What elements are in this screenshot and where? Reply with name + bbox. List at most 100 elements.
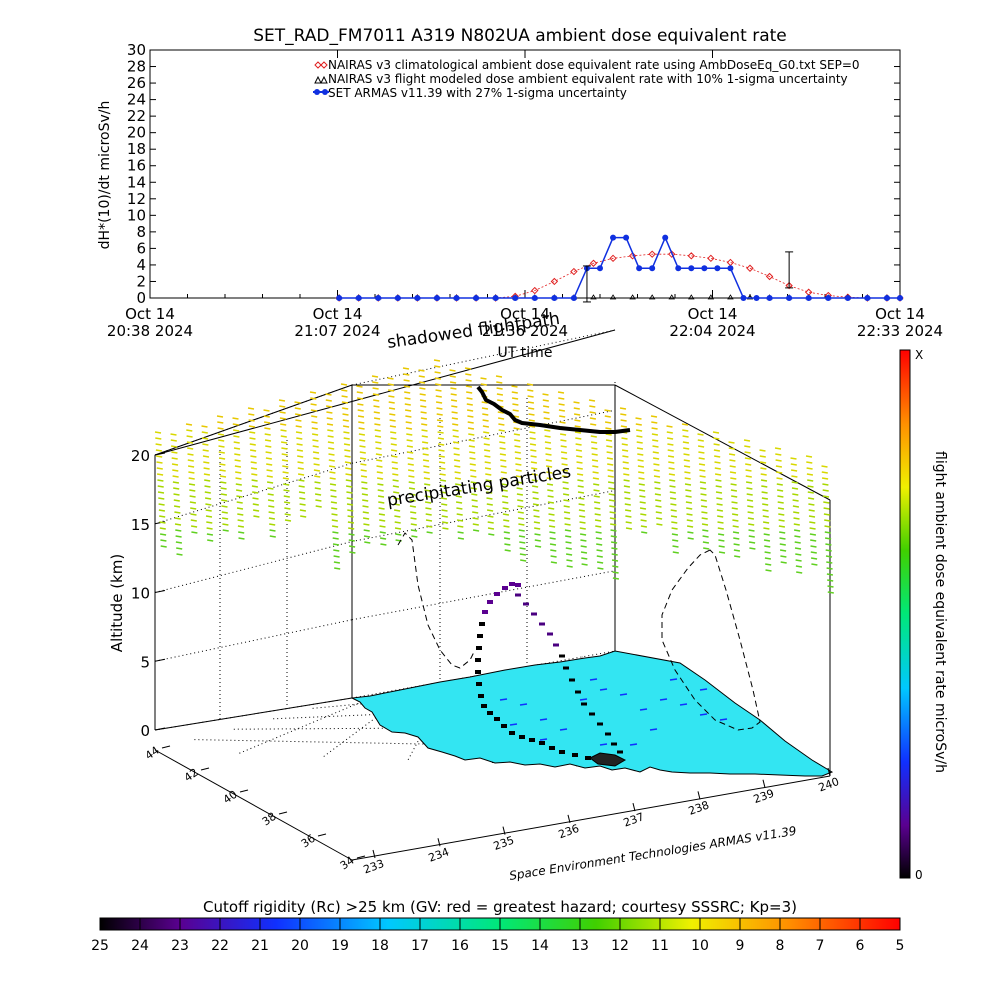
particle-dash [269, 535, 276, 538]
particle-dash [363, 529, 370, 532]
particle-dash [624, 509, 632, 512]
particle-dash [682, 441, 690, 444]
particle-dash [718, 551, 726, 554]
particle-dash [579, 515, 586, 518]
particle-dash [776, 483, 783, 486]
particle-dash [652, 439, 659, 442]
lon-tick-label: 235 [492, 834, 516, 853]
particle-dash [187, 447, 194, 450]
particle-dash [267, 487, 274, 490]
particle-dash [530, 455, 537, 458]
particle-dash [249, 437, 256, 440]
particle-dash [298, 479, 305, 482]
particle-dash [373, 411, 380, 414]
y-tick-label: 14 [127, 173, 146, 191]
y-tick-label: 12 [127, 190, 146, 208]
particle-dash [410, 511, 417, 514]
particle-dash [528, 419, 535, 422]
particle-dash [282, 477, 290, 480]
particle-dash [391, 467, 399, 470]
particle-dash [503, 537, 511, 540]
particle-dash [637, 459, 644, 462]
data-point-armas [531, 295, 538, 301]
particle-dash [300, 515, 307, 518]
particle-dash [235, 477, 242, 480]
particle-dash [671, 521, 678, 524]
particle-dash [746, 493, 753, 496]
particle-dash [171, 451, 178, 454]
altitude-tick-label: 20 [131, 447, 150, 465]
particle-dash [635, 429, 643, 432]
particle-dash [220, 487, 227, 490]
particle-dash [515, 469, 522, 472]
flight-track-point [572, 753, 578, 757]
particle-dash [441, 515, 448, 518]
particle-dash [685, 495, 692, 498]
particle-dash [516, 481, 523, 484]
particle-dash [359, 445, 366, 448]
particle-dash [345, 485, 353, 488]
particle-dash [436, 407, 443, 410]
particle-dash [499, 453, 507, 456]
particle-dash [778, 519, 785, 522]
particle-dash [331, 507, 338, 510]
particle-dash [794, 535, 801, 538]
particle-dash [483, 437, 490, 440]
particle-dash [435, 383, 442, 386]
particle-dash [827, 585, 834, 588]
legend-label-armas: SET ARMAS v11.39 with 27% 1-sigma uncert… [328, 86, 627, 100]
particle-dash [455, 501, 463, 504]
data-point-armas [336, 295, 343, 301]
particle-dash [219, 475, 227, 478]
particle-dash [424, 483, 431, 486]
particle-dash [597, 567, 604, 570]
x-tick-time: 22:04 2024 [669, 322, 755, 340]
particle-dash [392, 485, 400, 488]
particle-dash [763, 533, 770, 536]
particle-dash [407, 451, 414, 454]
y-tick-label: 22 [127, 107, 146, 125]
particle-dash [488, 533, 495, 536]
particle-dash [545, 459, 552, 462]
particle-dash [280, 435, 287, 438]
particle-dash [468, 433, 475, 436]
colorbar-tick-label: 11 [651, 938, 669, 954]
particle-dash [421, 441, 429, 444]
particle-dash [636, 441, 643, 444]
data-point-armas [649, 265, 656, 272]
particle-dash [700, 505, 708, 508]
particle-dash [545, 465, 553, 468]
particle-dash [590, 441, 598, 444]
lat-tick-mark [200, 767, 210, 771]
particle-dash [533, 515, 540, 518]
particle-dash [548, 525, 556, 528]
particle-dash [252, 497, 259, 500]
particle-dash [471, 499, 478, 502]
particle-dash [234, 453, 241, 456]
particle-dash [372, 393, 380, 396]
particle-dash [410, 529, 418, 532]
particle-dash [297, 473, 305, 476]
particle-dash [341, 401, 349, 404]
particle-dash [364, 541, 371, 544]
particle-dash [482, 413, 489, 416]
particle-dash [264, 433, 271, 436]
particle-dash [620, 413, 627, 416]
particle-dash [517, 499, 524, 502]
particle-dash [480, 383, 487, 386]
particle-dash [190, 525, 198, 528]
particle-dash [716, 503, 723, 506]
particle-dash [371, 375, 379, 378]
particle-dash [452, 429, 459, 432]
particle-dash [653, 469, 660, 472]
legend-entry-nairas-climatological: NAIRAS v3 climatological ambient dose eq… [314, 58, 860, 72]
particle-dash [378, 507, 385, 510]
particle-dash [503, 531, 510, 534]
particle-dash [714, 455, 721, 458]
particle-dash [515, 463, 522, 466]
particle-dash [560, 451, 568, 454]
particle-dash [822, 495, 830, 498]
particle-dash [547, 495, 554, 498]
particle-dash [593, 495, 600, 498]
flight-track-point [475, 658, 481, 662]
